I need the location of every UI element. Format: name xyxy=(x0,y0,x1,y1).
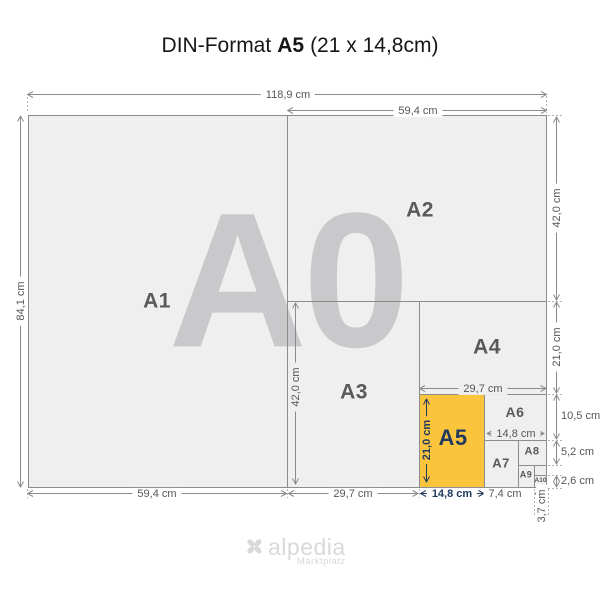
dim-half-width-top-label: 59,4 cm xyxy=(393,104,443,117)
divider-a9-a10 xyxy=(534,465,535,488)
divider-a10-top xyxy=(534,475,547,476)
dim-a5-height-label: 21,0 cm xyxy=(420,415,433,465)
sheet-a3-label: A3 xyxy=(340,380,368,404)
alpedia-logo-icon xyxy=(247,539,262,554)
dim-full-height-label: 84,1 cm xyxy=(14,276,27,326)
dim-a4-height-label: 21,0 cm xyxy=(550,322,563,372)
sheet-a4-label: A4 xyxy=(473,335,501,359)
page-title: DIN-Format A5 (21 x 14,8cm) xyxy=(0,34,600,58)
sheet-a7-label: A7 xyxy=(492,455,510,471)
logo-name: alpedia xyxy=(268,534,346,560)
sheet-a10-label: A10 xyxy=(534,476,547,484)
dim-a3-width-label: 29,7 cm xyxy=(328,487,378,500)
dim-a4-width-label: 29,7 cm xyxy=(458,382,508,395)
divider-a2-bottom xyxy=(287,301,547,302)
dim-a10-height-label: 2,6 cm xyxy=(561,474,595,487)
sheet-a5-label: A5 xyxy=(438,425,468,450)
title-prefix: DIN-Format xyxy=(161,34,272,57)
dim-full-width-label: 118,9 cm xyxy=(260,88,316,101)
title-format: A5 xyxy=(277,34,305,57)
sheet-a2-label: A2 xyxy=(406,198,434,222)
divider-a8-bottom xyxy=(518,465,547,466)
dim-a1-width-label: 59,4 cm xyxy=(132,487,182,500)
dim-a8-height-label: 5,2 cm xyxy=(561,445,595,458)
divider-a7-a8 xyxy=(518,440,519,488)
dim-a7-width-label: 7,4 cm xyxy=(483,487,527,500)
logo-tagline: Marktplatz xyxy=(296,556,346,567)
dim-a6-width-label: 14,8 cm xyxy=(491,427,541,440)
sheet-a1-label: A1 xyxy=(143,289,171,313)
sheet-a8-label: A8 xyxy=(524,445,540,458)
dim-a5-width-label: 14,8 cm xyxy=(426,487,478,500)
dim-a6-height-label: 10,5 cm xyxy=(561,409,600,422)
dim-a2-height-label: 42,0 cm xyxy=(550,183,563,233)
title-size: (21 x 14,8cm) xyxy=(310,34,439,57)
divider-a6-bottom xyxy=(485,440,547,441)
sheet-a9-label: A9 xyxy=(519,469,533,480)
dim-a10-width-label: 3,7 cm xyxy=(535,484,548,528)
sheet-a6-label: A6 xyxy=(505,404,525,420)
watermark-a0: A0 xyxy=(168,172,409,388)
alpedia-logo: alpedia Marktplatz xyxy=(244,536,346,567)
dim-a3-height-label: 42,0 cm xyxy=(289,362,302,412)
logo-text: alpedia Marktplatz xyxy=(268,534,346,568)
